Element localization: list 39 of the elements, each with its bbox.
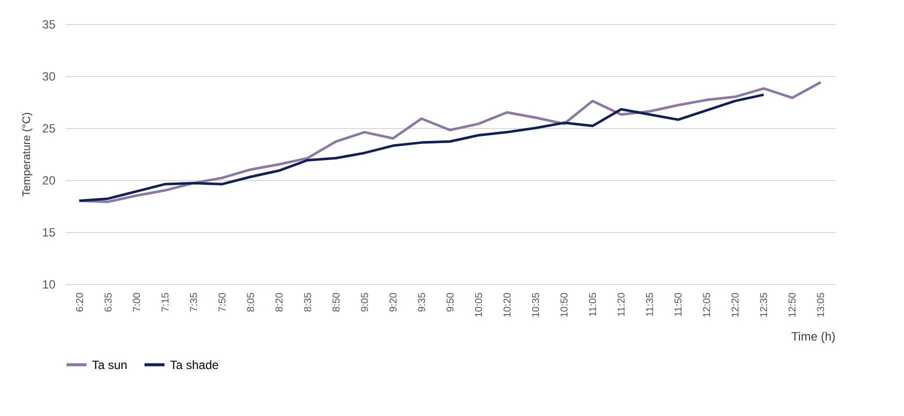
x-tick-label: 11:05 [588,292,600,317]
x-tick-label: 11:50 [674,292,685,317]
x-tick-label: 9:20 [388,292,400,312]
x-tick-label: 10:05 [474,292,486,318]
y-tick-label: 35 [42,18,56,32]
x-tick-label: 12:50 [788,292,799,318]
x-tick-label: 11:35 [645,292,656,317]
x-tick-label: 7:50 [217,292,228,312]
x-tick-label: 7:00 [132,292,143,312]
y-axis-title: Temperature (°C) [21,112,34,197]
x-tick-label: 7:35 [188,292,200,312]
x-tick-label: 8:35 [302,292,314,312]
x-tick-label: 10:50 [560,292,571,318]
x-tick-label: 9:35 [416,292,428,312]
x-tick-label: 12:20 [730,292,742,318]
x-tick-label: 8:05 [246,292,257,312]
y-tick-label: 25 [42,122,56,136]
y-tick-label: 30 [42,70,56,84]
x-tick-label: 6:20 [74,292,86,312]
x-tick-label: 12:05 [702,292,714,318]
x-tick-label: 10:35 [531,292,542,318]
x-tick-label: 9:05 [360,292,371,312]
x-tick-label: 8:50 [331,292,342,312]
x-tick-label: 8:20 [274,292,286,312]
y-tick-label: 20 [42,174,56,188]
y-tick-label: 15 [42,226,56,240]
x-tick-label: 13:05 [816,292,828,318]
line-series [78,93,765,202]
x-tick-label: 11:20 [616,292,628,317]
y-tick-label: 10 [42,278,56,292]
line-series [78,80,822,204]
x-tick-label: 12:35 [759,292,770,318]
x-axis-title: Time (h) [791,330,836,344]
x-tick-label: 7:15 [160,292,172,312]
legend-label: Ta sun [92,358,128,372]
legend-label: Ta shade [170,358,220,372]
x-tick-label: 10:20 [502,292,514,318]
x-tick-label: 6:35 [103,292,114,312]
x-tick-label: 9:50 [446,292,456,312]
